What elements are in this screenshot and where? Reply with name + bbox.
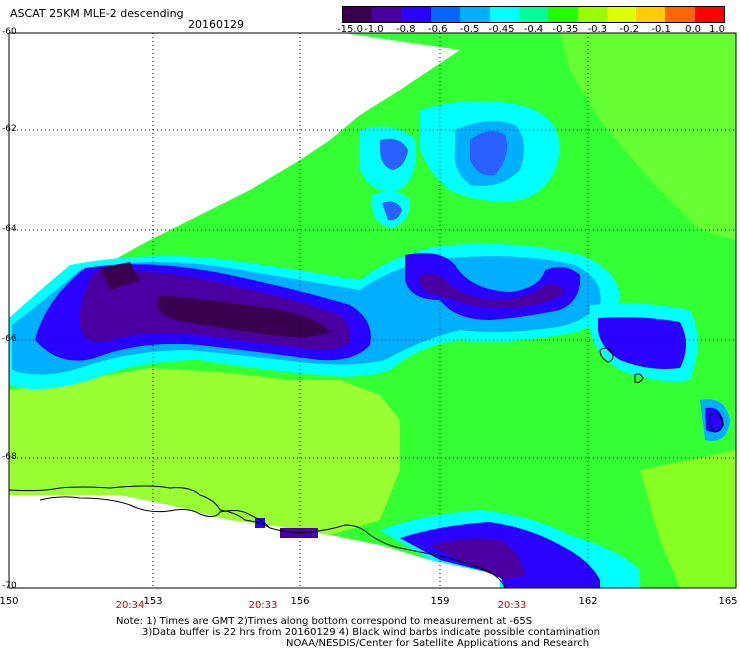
colorbar-tick-label: -0.45 xyxy=(488,24,515,35)
coastline xyxy=(8,347,723,589)
time-label: 20:33 xyxy=(497,600,527,611)
colorbar-segment xyxy=(636,7,666,22)
lon-label: 150 xyxy=(0,596,19,607)
lon-label: 159 xyxy=(430,596,450,607)
lon-label: 153 xyxy=(143,596,163,607)
colorbar-tick-label: -15.0 xyxy=(337,24,363,35)
colorbar-segment xyxy=(401,7,431,22)
colorbar-tick-label: 0.0 xyxy=(685,24,702,35)
graticule xyxy=(9,33,736,588)
lon-label: 156 xyxy=(290,596,310,607)
note-line-1: Note: 1) Times are GMT 2)Times along bot… xyxy=(116,616,533,627)
colorbar-tick-label: -0.6 xyxy=(427,24,448,35)
colorbar-tick-label: -0.8 xyxy=(396,24,416,35)
colorbar-tick-label: -0.5 xyxy=(459,24,480,35)
map-title: ASCAT 25KM MLE-2 descending xyxy=(10,7,184,20)
lat-label: -66 xyxy=(2,334,17,344)
lon-label: 165 xyxy=(718,596,738,607)
swath-edge-3 xyxy=(640,450,736,588)
colorbar-segment xyxy=(460,7,490,22)
lat-label: -62 xyxy=(2,124,17,134)
colorbar-tick-label: -0.4 xyxy=(523,24,544,35)
colorbar-segment xyxy=(606,7,637,22)
lat-label: -70 xyxy=(2,581,17,591)
colorbar-tick-label: -0.35 xyxy=(552,24,579,35)
colorbar xyxy=(342,6,725,23)
colorbar-segment xyxy=(518,7,549,22)
colorbar-tick-label: -0.2 xyxy=(619,24,640,35)
colorbar-tick-label: -0.1 xyxy=(651,24,671,35)
lat-label: -64 xyxy=(2,224,17,234)
colorbar-segment xyxy=(372,7,402,22)
note-line-3: NOAA/NESDIS/Center for Satellite Applica… xyxy=(286,638,590,649)
low-mle-features xyxy=(9,101,730,588)
colorbar-tick-label: 1.0 xyxy=(709,24,725,35)
colorbar-segment xyxy=(489,7,519,22)
colorbar-tick-label: -0.3 xyxy=(587,24,608,35)
map-date: 20160129 xyxy=(188,18,244,31)
lon-label: 162 xyxy=(578,596,598,607)
colorbar-tick-label: -1.0 xyxy=(364,24,384,35)
note-line-2: 3)Data buffer is 22 hrs from 20160129 4)… xyxy=(142,627,600,638)
colorbar-segment xyxy=(343,7,373,22)
colorbar-segment xyxy=(577,7,607,22)
lat-label: -68 xyxy=(2,452,17,462)
colorbar-segment xyxy=(548,7,578,22)
time-label: 20:33 xyxy=(248,600,278,611)
swath-edge-2 xyxy=(560,33,736,240)
colorbar-segment xyxy=(430,7,461,22)
colorbar-segment xyxy=(665,7,695,22)
lat-label: -60 xyxy=(2,27,17,37)
time-label: 20:34 xyxy=(115,600,145,611)
colorbar-segment xyxy=(694,7,725,22)
swath-edge xyxy=(9,368,400,535)
plot-frame xyxy=(8,32,737,589)
